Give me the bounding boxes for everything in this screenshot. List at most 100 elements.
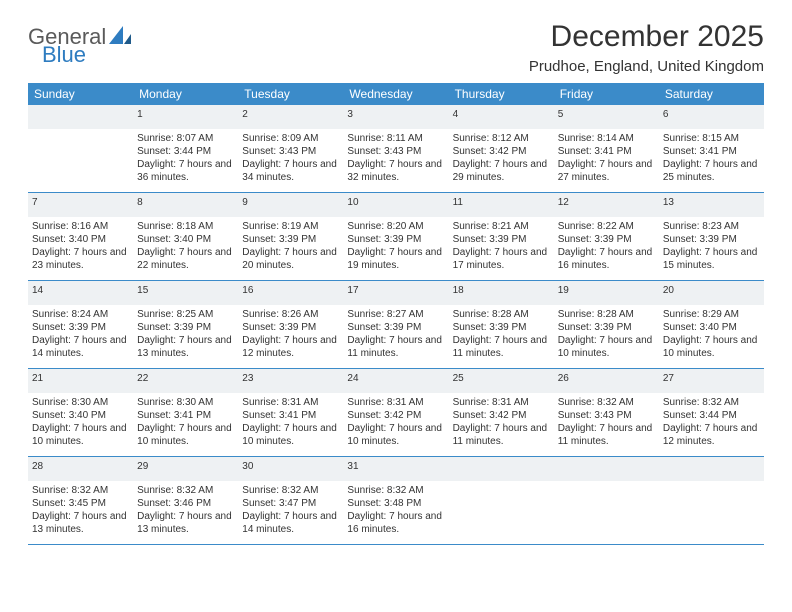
day-number-row: 14151617181920 [28, 281, 764, 306]
sunrise-line: Sunrise: 8:31 AM [242, 396, 339, 409]
sunset-line: Sunset: 3:44 PM [663, 409, 760, 422]
day-info-cell: Sunrise: 8:12 AMSunset: 3:42 PMDaylight:… [449, 129, 554, 193]
sunrise-line: Sunrise: 8:19 AM [242, 220, 339, 233]
sunset-line: Sunset: 3:39 PM [347, 233, 444, 246]
sunrise-line: Sunrise: 8:25 AM [137, 308, 234, 321]
sunrise-line: Sunrise: 8:20 AM [347, 220, 444, 233]
daylight-line: Daylight: 7 hours and 10 minutes. [32, 422, 129, 448]
daylight-line: Daylight: 7 hours and 36 minutes. [137, 158, 234, 184]
day-number-cell: 14 [28, 281, 133, 306]
sunrise-line: Sunrise: 8:32 AM [558, 396, 655, 409]
day-number-cell: 31 [343, 457, 448, 482]
weekday-header: Friday [554, 83, 659, 105]
sunrise-line: Sunrise: 8:30 AM [137, 396, 234, 409]
daylight-line: Daylight: 7 hours and 11 minutes. [453, 334, 550, 360]
sunset-line: Sunset: 3:45 PM [32, 497, 129, 510]
daylight-line: Daylight: 7 hours and 22 minutes. [137, 246, 234, 272]
daylight-line: Daylight: 7 hours and 19 minutes. [347, 246, 444, 272]
sunset-line: Sunset: 3:42 PM [453, 409, 550, 422]
sunset-line: Sunset: 3:46 PM [137, 497, 234, 510]
day-number-cell: 27 [659, 369, 764, 394]
day-info-cell: Sunrise: 8:32 AMSunset: 3:47 PMDaylight:… [238, 481, 343, 545]
sunset-line: Sunset: 3:40 PM [663, 321, 760, 334]
sunrise-line: Sunrise: 8:32 AM [242, 484, 339, 497]
day-number-cell: 11 [449, 193, 554, 218]
sunset-line: Sunset: 3:39 PM [558, 321, 655, 334]
day-number-cell: 23 [238, 369, 343, 394]
day-info-cell: Sunrise: 8:30 AMSunset: 3:40 PMDaylight:… [28, 393, 133, 457]
day-info-cell [28, 129, 133, 193]
day-info-cell: Sunrise: 8:32 AMSunset: 3:46 PMDaylight:… [133, 481, 238, 545]
day-info-row: Sunrise: 8:30 AMSunset: 3:40 PMDaylight:… [28, 393, 764, 457]
day-number-cell: 13 [659, 193, 764, 218]
day-info-cell [659, 481, 764, 545]
day-number-cell: 18 [449, 281, 554, 306]
day-info-cell: Sunrise: 8:22 AMSunset: 3:39 PMDaylight:… [554, 217, 659, 281]
day-info-row: Sunrise: 8:24 AMSunset: 3:39 PMDaylight:… [28, 305, 764, 369]
weekday-header: Saturday [659, 83, 764, 105]
day-number-cell: 12 [554, 193, 659, 218]
weekday-header: Wednesday [343, 83, 448, 105]
sunrise-line: Sunrise: 8:14 AM [558, 132, 655, 145]
sunrise-line: Sunrise: 8:26 AM [242, 308, 339, 321]
day-number-cell: 21 [28, 369, 133, 394]
daylight-line: Daylight: 7 hours and 20 minutes. [242, 246, 339, 272]
day-number-cell: 26 [554, 369, 659, 394]
daylight-line: Daylight: 7 hours and 34 minutes. [242, 158, 339, 184]
day-number-cell [659, 457, 764, 482]
day-info-cell: Sunrise: 8:31 AMSunset: 3:42 PMDaylight:… [343, 393, 448, 457]
logo-sail-icon [109, 26, 131, 44]
day-info-cell: Sunrise: 8:15 AMSunset: 3:41 PMDaylight:… [659, 129, 764, 193]
daylight-line: Daylight: 7 hours and 23 minutes. [32, 246, 129, 272]
daylight-line: Daylight: 7 hours and 10 minutes. [663, 334, 760, 360]
daylight-line: Daylight: 7 hours and 14 minutes. [32, 334, 129, 360]
day-number-cell: 17 [343, 281, 448, 306]
calendar-head: SundayMondayTuesdayWednesdayThursdayFrid… [28, 83, 764, 105]
sunrise-line: Sunrise: 8:18 AM [137, 220, 234, 233]
day-info-row: Sunrise: 8:32 AMSunset: 3:45 PMDaylight:… [28, 481, 764, 545]
sunset-line: Sunset: 3:41 PM [558, 145, 655, 158]
day-number-cell [28, 105, 133, 129]
day-info-cell: Sunrise: 8:32 AMSunset: 3:45 PMDaylight:… [28, 481, 133, 545]
day-number-cell: 1 [133, 105, 238, 129]
day-number-row: 21222324252627 [28, 369, 764, 394]
day-info-cell [554, 481, 659, 545]
day-number-cell: 24 [343, 369, 448, 394]
day-info-cell: Sunrise: 8:31 AMSunset: 3:42 PMDaylight:… [449, 393, 554, 457]
daylight-line: Daylight: 7 hours and 13 minutes. [137, 334, 234, 360]
sunrise-line: Sunrise: 8:07 AM [137, 132, 234, 145]
sunrise-line: Sunrise: 8:11 AM [347, 132, 444, 145]
sunrise-line: Sunrise: 8:16 AM [32, 220, 129, 233]
sunset-line: Sunset: 3:39 PM [242, 321, 339, 334]
day-number-cell [554, 457, 659, 482]
day-info-cell: Sunrise: 8:28 AMSunset: 3:39 PMDaylight:… [554, 305, 659, 369]
sunrise-line: Sunrise: 8:09 AM [242, 132, 339, 145]
daylight-line: Daylight: 7 hours and 11 minutes. [453, 422, 550, 448]
day-info-row: Sunrise: 8:16 AMSunset: 3:40 PMDaylight:… [28, 217, 764, 281]
day-number-cell: 5 [554, 105, 659, 129]
day-info-cell: Sunrise: 8:18 AMSunset: 3:40 PMDaylight:… [133, 217, 238, 281]
day-info-cell: Sunrise: 8:26 AMSunset: 3:39 PMDaylight:… [238, 305, 343, 369]
logo-text-blue: Blue [42, 44, 131, 66]
sunset-line: Sunset: 3:39 PM [242, 233, 339, 246]
day-number-cell: 7 [28, 193, 133, 218]
sunrise-line: Sunrise: 8:32 AM [347, 484, 444, 497]
weekday-header: Monday [133, 83, 238, 105]
sunset-line: Sunset: 3:41 PM [242, 409, 339, 422]
sunset-line: Sunset: 3:41 PM [663, 145, 760, 158]
sunrise-line: Sunrise: 8:15 AM [663, 132, 760, 145]
sunrise-line: Sunrise: 8:12 AM [453, 132, 550, 145]
weekday-header: Sunday [28, 83, 133, 105]
day-number-cell: 8 [133, 193, 238, 218]
title-block: December 2025 Prudhoe, England, United K… [529, 20, 764, 75]
day-number-cell [449, 457, 554, 482]
day-info-cell: Sunrise: 8:20 AMSunset: 3:39 PMDaylight:… [343, 217, 448, 281]
day-info-cell: Sunrise: 8:30 AMSunset: 3:41 PMDaylight:… [133, 393, 238, 457]
sunset-line: Sunset: 3:39 PM [558, 233, 655, 246]
brand-logo: General Blue [28, 26, 131, 66]
daylight-line: Daylight: 7 hours and 10 minutes. [558, 334, 655, 360]
calendar-page: General Blue December 2025 Prudhoe, Engl… [0, 0, 792, 565]
sunset-line: Sunset: 3:47 PM [242, 497, 339, 510]
day-number-cell: 19 [554, 281, 659, 306]
daylight-line: Daylight: 7 hours and 11 minutes. [347, 334, 444, 360]
